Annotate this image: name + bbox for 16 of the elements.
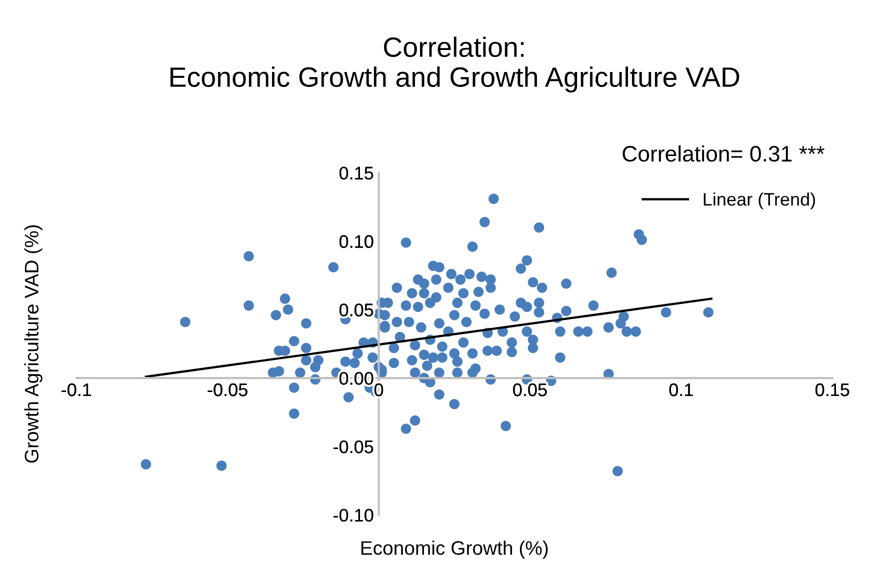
x-tick-label: -0.1 xyxy=(62,383,92,396)
y-tick-label: 0.05 xyxy=(339,304,374,316)
x-tick-label: 0.15 xyxy=(815,383,850,396)
legend-label: Linear (Trend) xyxy=(704,192,815,210)
y-tick-label: 0.00 xyxy=(339,372,374,385)
x-tick-label: -0.05 xyxy=(208,383,248,396)
y-tick-label: 0.10 xyxy=(339,235,374,248)
x-tick-label: 0.05 xyxy=(513,383,547,396)
x-tick-label: 0.1 xyxy=(669,383,693,396)
y-tick-label: -0.05 xyxy=(334,440,374,454)
y-tick-label: 0.15 xyxy=(339,166,374,180)
chart-title: Correlation: Economic Growth and Growth Agriculture VAD xyxy=(170,36,740,92)
y-tick-label: -0.10 xyxy=(334,508,374,522)
text: Correlation= 0.31 *** xyxy=(622,145,824,162)
y-axis-title: Growth Agriculture VAD (%) xyxy=(24,225,42,463)
x-axis-title: Economic Growth (%) xyxy=(361,540,548,559)
